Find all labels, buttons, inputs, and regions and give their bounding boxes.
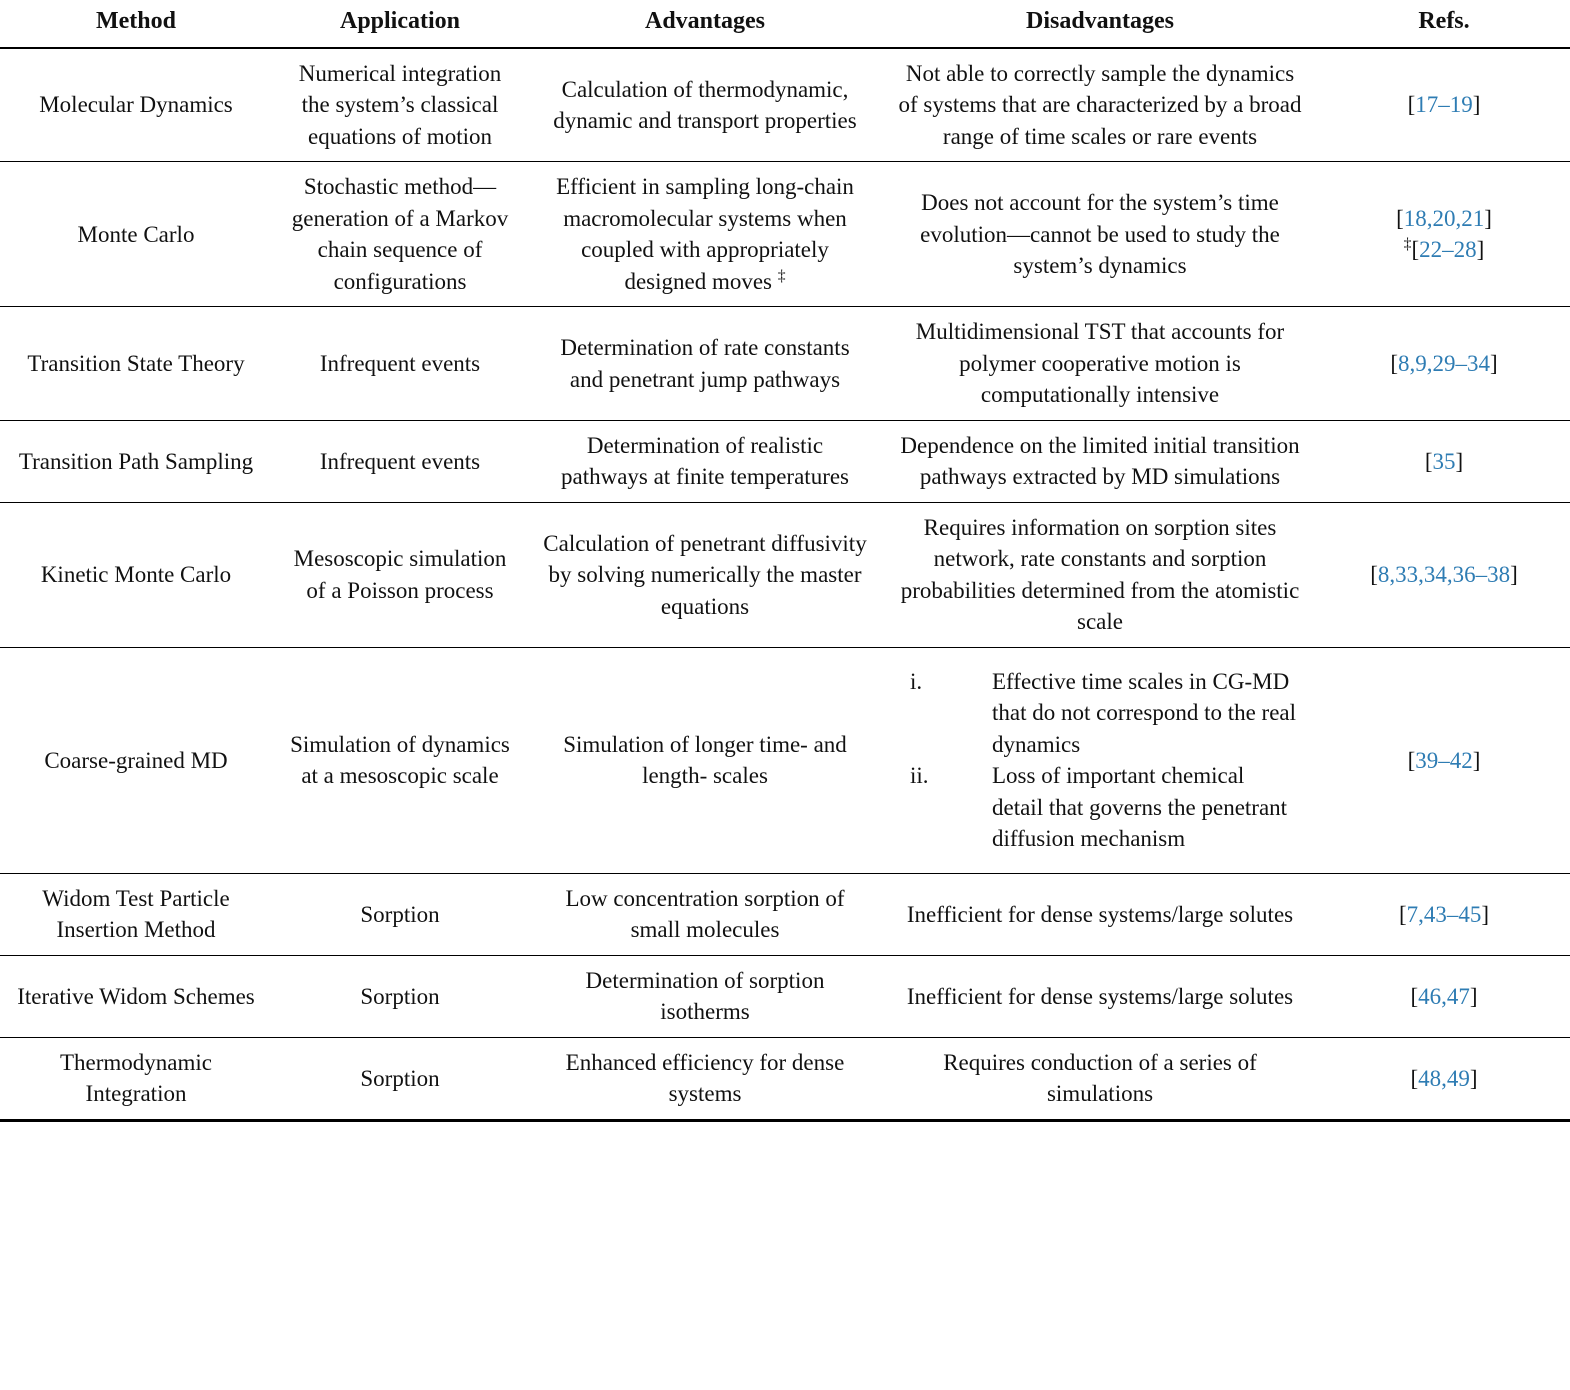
table-row: Transition Path Sampling Infrequent event… (0, 420, 1570, 503)
cell-advantages: Determination of realistic pathways at f… (528, 420, 882, 503)
table-header: Method Application Advantages Disadvantages… (0, 0, 1570, 49)
list-item-text: Effective time scales in CG-MD that do n… (992, 668, 1297, 757)
ref-link[interactable]: 22–28 (1419, 237, 1477, 263)
cell-disadvantages: Inefficient for dense systems/large solu… (882, 955, 1318, 1038)
cell-method: Widom Test Particle Insertion Method (0, 873, 272, 956)
cell-advantages: Efficient in sampling long-chain macromo… (528, 161, 882, 308)
cell-advantages: Determination of sorption isotherms (528, 955, 882, 1038)
cell-disadvantages: Dependence on the limited initial transi… (882, 420, 1318, 503)
cell-advantages: Simulation of longer time- and length- s… (528, 647, 882, 874)
cell-disadvantages: Requires information on sorption sites n… (882, 502, 1318, 648)
ref-link[interactable]: 8,33,34,36–38 (1377, 562, 1511, 588)
cell-application: Infrequent events (272, 306, 528, 421)
list-item: ii. Loss of important chemical detail tha… (910, 760, 1304, 855)
cell-application: Infrequent events (272, 420, 528, 503)
cell-application: Mesoscopic simulation of a Poisson proce… (272, 502, 528, 648)
column-header-method: Method (0, 0, 272, 49)
cell-method: Coarse-grained MD (0, 647, 272, 874)
table-body: Molecular Dynamics Numerical integration … (0, 47, 1570, 1122)
cell-advantages: Low concentration sorption of small mole… (528, 873, 882, 956)
cell-refs: [18,20,21] ‡[22–28] (1318, 161, 1570, 308)
cell-refs: [35] (1318, 420, 1570, 503)
ref-citation: [35] (1424, 448, 1464, 474)
cell-disadvantages: Does not account for the system’s time e… (882, 161, 1318, 308)
list-item-text: Loss of important chemical detail that g… (992, 763, 1288, 852)
column-header-refs: Refs. (1318, 0, 1570, 49)
list-item-numeral: i. (910, 668, 923, 694)
simulation-methods-table-container: Method Application Advantages Disadvantages… (0, 0, 1570, 1122)
ref-link[interactable]: 35 (1432, 448, 1456, 474)
table-row: Molecular Dynamics Numerical integration … (0, 47, 1570, 163)
table-row: Iterative Widom Schemes Sorption Determina… (0, 955, 1570, 1038)
cell-method: Kinetic Monte Carlo (0, 502, 272, 648)
ref-link[interactable]: 39–42 (1415, 747, 1473, 773)
cell-refs: [8,33,34,36–38] (1318, 502, 1570, 648)
double-dagger-marker: ‡ (1403, 235, 1412, 253)
ref-citation: [7,43–45] (1398, 901, 1490, 927)
column-header-application: Application (272, 0, 528, 49)
cell-method: Iterative Widom Schemes (0, 955, 272, 1038)
ref-citation: [8,9,29–34] (1390, 350, 1498, 376)
cell-method: Monte Carlo (0, 161, 272, 308)
cell-application: Numerical integration the system’s class… (272, 47, 528, 163)
simulation-methods-table: Method Application Advantages Disadvantages… (0, 0, 1570, 1122)
cell-refs: [17–19] (1318, 47, 1570, 163)
cell-refs: [8,9,29–34] (1318, 306, 1570, 421)
double-dagger-marker: ‡ (777, 267, 786, 285)
cell-refs: [7,43–45] (1318, 873, 1570, 956)
table-row: Transition State Theory Infrequent events… (0, 306, 1570, 421)
ref-citation: [8,33,34,36–38] (1370, 562, 1518, 588)
cell-application: Sorption (272, 873, 528, 956)
ref-link[interactable]: 46,47 (1418, 983, 1470, 1009)
cell-application: Sorption (272, 1037, 528, 1122)
cell-disadvantages: Requires conduction of a series of simul… (882, 1037, 1318, 1122)
ref-link[interactable]: 17–19 (1415, 92, 1473, 118)
cell-method: Transition Path Sampling (0, 420, 272, 503)
ref-link[interactable]: 18,20,21 (1403, 205, 1485, 231)
ref-citation: ‡[22–28] (1403, 235, 1485, 263)
ref-citation: [17–19] (1407, 92, 1481, 118)
ref-link[interactable]: 48,49 (1418, 1065, 1470, 1091)
cell-advantages: Calculation of penetrant diffusivity by … (528, 502, 882, 648)
list-item: i. Effective time scales in CG-MD that do… (910, 666, 1304, 761)
cell-disadvantages: i. Effective time scales in CG-MD that do… (882, 647, 1318, 874)
ref-link[interactable]: 7,43–45 (1406, 901, 1482, 927)
cell-application: Stochastic method—generation of a Markov… (272, 161, 528, 308)
table-row: Thermodynamic Integration Sorption Enhance… (0, 1037, 1570, 1122)
cell-application: Simulation of dynamics at a mesoscopic s… (272, 647, 528, 874)
cell-advantages: Determination of rate constants and pene… (528, 306, 882, 421)
cell-application: Sorption (272, 955, 528, 1038)
ref-citation: [48,49] (1410, 1065, 1478, 1091)
cell-method: Molecular Dynamics (0, 47, 272, 163)
cell-disadvantages: Not able to correctly sample the dynamic… (882, 47, 1318, 163)
table-row: Monte Carlo Stochastic method—generation … (0, 161, 1570, 308)
cell-refs: [46,47] (1318, 955, 1570, 1038)
cell-advantages: Enhanced efficiency for dense systems (528, 1037, 882, 1122)
ref-link[interactable]: 8,9,29–34 (1398, 350, 1490, 376)
cell-advantages: Calculation of thermodynamic, dynamic an… (528, 47, 882, 163)
ref-citation: [18,20,21] (1396, 205, 1492, 231)
cell-method: Transition State Theory (0, 306, 272, 421)
cell-method: Thermodynamic Integration (0, 1037, 272, 1122)
ref-citation: [46,47] (1410, 983, 1478, 1009)
cell-refs: [48,49] (1318, 1037, 1570, 1122)
disadvantages-list: i. Effective time scales in CG-MD that do… (896, 666, 1304, 855)
table-row: Coarse-grained MD Simulation of dynamics … (0, 647, 1570, 874)
cell-disadvantages: Multidimensional TST that accounts for p… (882, 306, 1318, 421)
column-header-disadvantages: Disadvantages (882, 0, 1318, 49)
header-row: Method Application Advantages Disadvantages… (0, 0, 1570, 49)
ref-citation: [39–42] (1407, 747, 1481, 773)
column-header-advantages: Advantages (528, 0, 882, 49)
cell-refs: [39–42] (1318, 647, 1570, 874)
cell-disadvantages: Inefficient for dense systems/large solu… (882, 873, 1318, 956)
table-row: Widom Test Particle Insertion Method Sorp… (0, 873, 1570, 956)
list-item-numeral: ii. (910, 763, 929, 789)
table-row: Kinetic Monte Carlo Mesoscopic simulation… (0, 502, 1570, 648)
